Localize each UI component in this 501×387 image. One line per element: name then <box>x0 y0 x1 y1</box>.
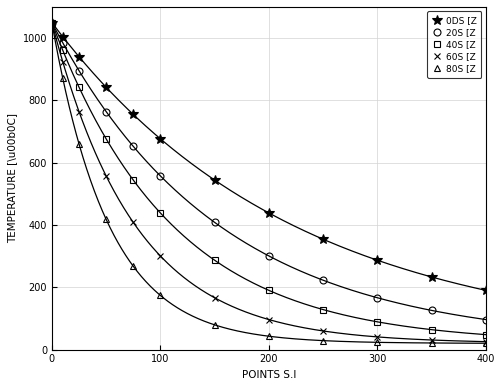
60S [Z <box>157 253 163 258</box>
60S [Z <box>482 339 488 344</box>
40S [Z <box>130 178 136 182</box>
60S [Z <box>374 335 380 339</box>
20S [Z <box>266 253 272 258</box>
80S [Z <box>60 76 66 80</box>
20S [Z <box>211 220 217 225</box>
0DS [Z <box>49 20 55 25</box>
0DS [Z <box>320 237 326 241</box>
0DS [Z <box>157 137 163 141</box>
20S [Z <box>49 20 55 25</box>
80S [Z <box>49 20 55 25</box>
40S [Z <box>60 48 66 53</box>
40S [Z <box>49 20 55 25</box>
0DS [Z <box>76 54 82 59</box>
0DS [Z <box>130 112 136 117</box>
0DS [Z <box>266 211 272 215</box>
0DS [Z <box>482 288 488 293</box>
80S [Z <box>428 341 434 345</box>
20S [Z <box>482 317 488 322</box>
40S [Z <box>211 258 217 262</box>
Line: 40S [Z: 40S [Z <box>48 19 488 338</box>
40S [Z <box>320 307 326 312</box>
60S [Z <box>76 109 82 114</box>
20S [Z <box>76 68 82 73</box>
60S [Z <box>103 173 109 178</box>
60S [Z <box>49 20 55 25</box>
X-axis label: POINTS S.I: POINTS S.I <box>241 370 296 380</box>
20S [Z <box>157 173 163 178</box>
40S [Z <box>482 332 488 337</box>
0DS [Z <box>60 34 66 39</box>
80S [Z <box>374 340 380 345</box>
20S [Z <box>320 278 326 283</box>
40S [Z <box>103 137 109 141</box>
20S [Z <box>374 295 380 300</box>
0DS [Z <box>103 85 109 89</box>
60S [Z <box>266 317 272 322</box>
80S [Z <box>320 338 326 343</box>
40S [Z <box>157 211 163 215</box>
40S [Z <box>266 288 272 293</box>
Line: 60S [Z: 60S [Z <box>48 19 488 345</box>
80S [Z <box>103 217 109 222</box>
80S [Z <box>266 334 272 339</box>
Line: 0DS [Z: 0DS [Z <box>47 18 490 295</box>
20S [Z <box>60 40 66 45</box>
60S [Z <box>130 220 136 225</box>
80S [Z <box>482 341 488 346</box>
80S [Z <box>76 142 82 146</box>
20S [Z <box>103 109 109 114</box>
20S [Z <box>130 144 136 149</box>
Legend: 0DS [Z, 20S [Z, 40S [Z, 60S [Z, 80S [Z: 0DS [Z, 20S [Z, 40S [Z, 60S [Z, 80S [Z <box>426 12 480 78</box>
0DS [Z <box>428 275 434 279</box>
80S [Z <box>211 322 217 327</box>
20S [Z <box>428 308 434 313</box>
0DS [Z <box>374 258 380 262</box>
60S [Z <box>211 295 217 300</box>
Line: 80S [Z: 80S [Z <box>48 19 488 347</box>
80S [Z <box>130 264 136 269</box>
60S [Z <box>60 59 66 64</box>
60S [Z <box>428 338 434 342</box>
40S [Z <box>76 85 82 89</box>
60S [Z <box>320 329 326 333</box>
Y-axis label: TEMPERATURE [\u00b0C]: TEMPERATURE [\u00b0C] <box>7 113 17 243</box>
40S [Z <box>428 327 434 332</box>
80S [Z <box>157 293 163 298</box>
0DS [Z <box>211 178 217 182</box>
40S [Z <box>374 320 380 324</box>
Line: 20S [Z: 20S [Z <box>48 19 488 323</box>
